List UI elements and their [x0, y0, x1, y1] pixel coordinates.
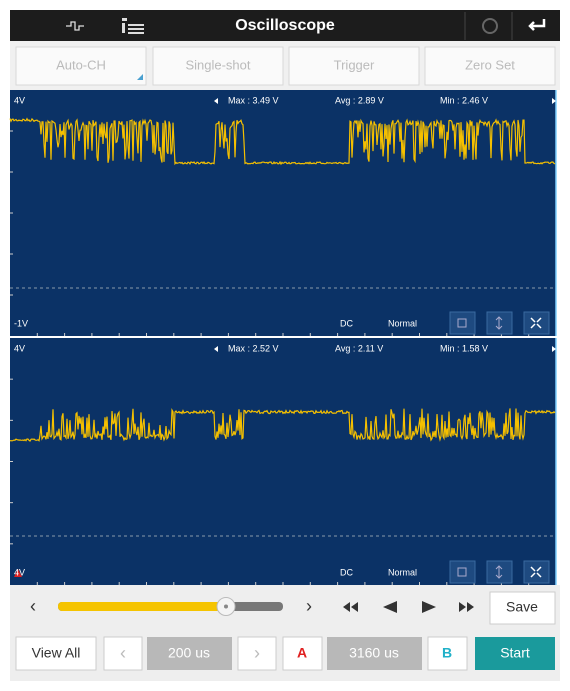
left-arrow [214, 346, 218, 352]
cursor-b[interactable]: B [442, 645, 452, 661]
channel-marker [14, 569, 22, 577]
time-up[interactable] [237, 636, 277, 671]
avg-value: Avg : 2.11 V [335, 343, 383, 353]
left-arrow [214, 98, 218, 104]
top-label: 4V [14, 95, 25, 105]
max-value: Max : 2.52 V [228, 343, 279, 353]
toolbar-label[interactable]: Single-shot [185, 57, 250, 72]
step-forward[interactable] [422, 601, 436, 613]
fullscreen-button[interactable] [523, 311, 550, 335]
knob-dot [224, 604, 228, 609]
slider-left[interactable]: ‹ [30, 596, 36, 616]
toolbar-label[interactable]: Zero Set [465, 57, 515, 72]
icon [530, 566, 542, 578]
toolbar-label[interactable]: Auto-CH [56, 57, 106, 72]
cursor-b-button[interactable] [427, 636, 468, 671]
max-value: Max : 3.49 V [228, 95, 279, 105]
waveform [9, 408, 556, 442]
bottom-label: -1V [14, 318, 28, 328]
fast-forward[interactable] [459, 602, 474, 612]
slider-right[interactable]: › [306, 596, 312, 616]
zoom-button[interactable] [449, 560, 476, 584]
top-bar [10, 10, 560, 41]
settings-icon[interactable] [122, 18, 144, 34]
mode: Normal [388, 567, 417, 577]
icon [530, 317, 542, 329]
bottom-label: 4V [14, 567, 25, 577]
min-value: Min : 2.46 V [440, 95, 488, 105]
right-arrow [552, 346, 556, 352]
time-div-box [147, 637, 232, 670]
cursor-a-button[interactable] [282, 636, 323, 671]
top-label: 4V [14, 343, 25, 353]
min-value: Min : 1.58 V [440, 343, 488, 353]
save-button[interactable] [489, 591, 556, 625]
position: 3160 us [349, 645, 399, 661]
toolbar-label[interactable]: Trigger [334, 57, 375, 72]
time-div: 200 us [168, 645, 210, 661]
channel-icon[interactable] [66, 21, 84, 31]
back-icon[interactable] [528, 19, 546, 31]
step-back[interactable] [383, 601, 397, 613]
icon [495, 316, 503, 330]
view-all-label[interactable]: View All [32, 645, 81, 661]
cursor-a[interactable]: A [297, 645, 307, 661]
toolbar-button[interactable] [424, 46, 556, 86]
toolbar-button[interactable] [152, 46, 284, 86]
slider-fill [58, 602, 225, 611]
time-down-icon[interactable]: ‹ [120, 643, 126, 663]
icon [495, 565, 503, 579]
icon [457, 567, 467, 577]
save-label[interactable]: Save [506, 599, 538, 615]
toolbar-button[interactable] [288, 46, 420, 86]
icon [457, 318, 467, 328]
waveform [9, 117, 556, 166]
scope-panel [10, 338, 556, 585]
right-arrow [552, 98, 556, 104]
toolbar-button[interactable] [15, 46, 147, 86]
dropdown-corner [137, 74, 143, 80]
title: Oscilloscope [235, 17, 335, 34]
fullscreen-button[interactable] [523, 560, 550, 584]
view-all-button[interactable] [15, 636, 97, 671]
position-box [327, 637, 422, 670]
coupling: DC [340, 318, 353, 328]
avg-value: Avg : 2.89 V [335, 95, 384, 105]
fast-back[interactable] [343, 602, 358, 612]
mode: Normal [388, 318, 417, 328]
start-label[interactable]: Start [500, 645, 530, 661]
zoom-button[interactable] [449, 311, 476, 335]
time-up-icon[interactable]: › [254, 643, 260, 663]
start-button[interactable] [475, 637, 555, 670]
refresh-icon[interactable] [482, 18, 498, 34]
time-down[interactable] [103, 636, 143, 671]
coupling: DC [340, 567, 353, 577]
